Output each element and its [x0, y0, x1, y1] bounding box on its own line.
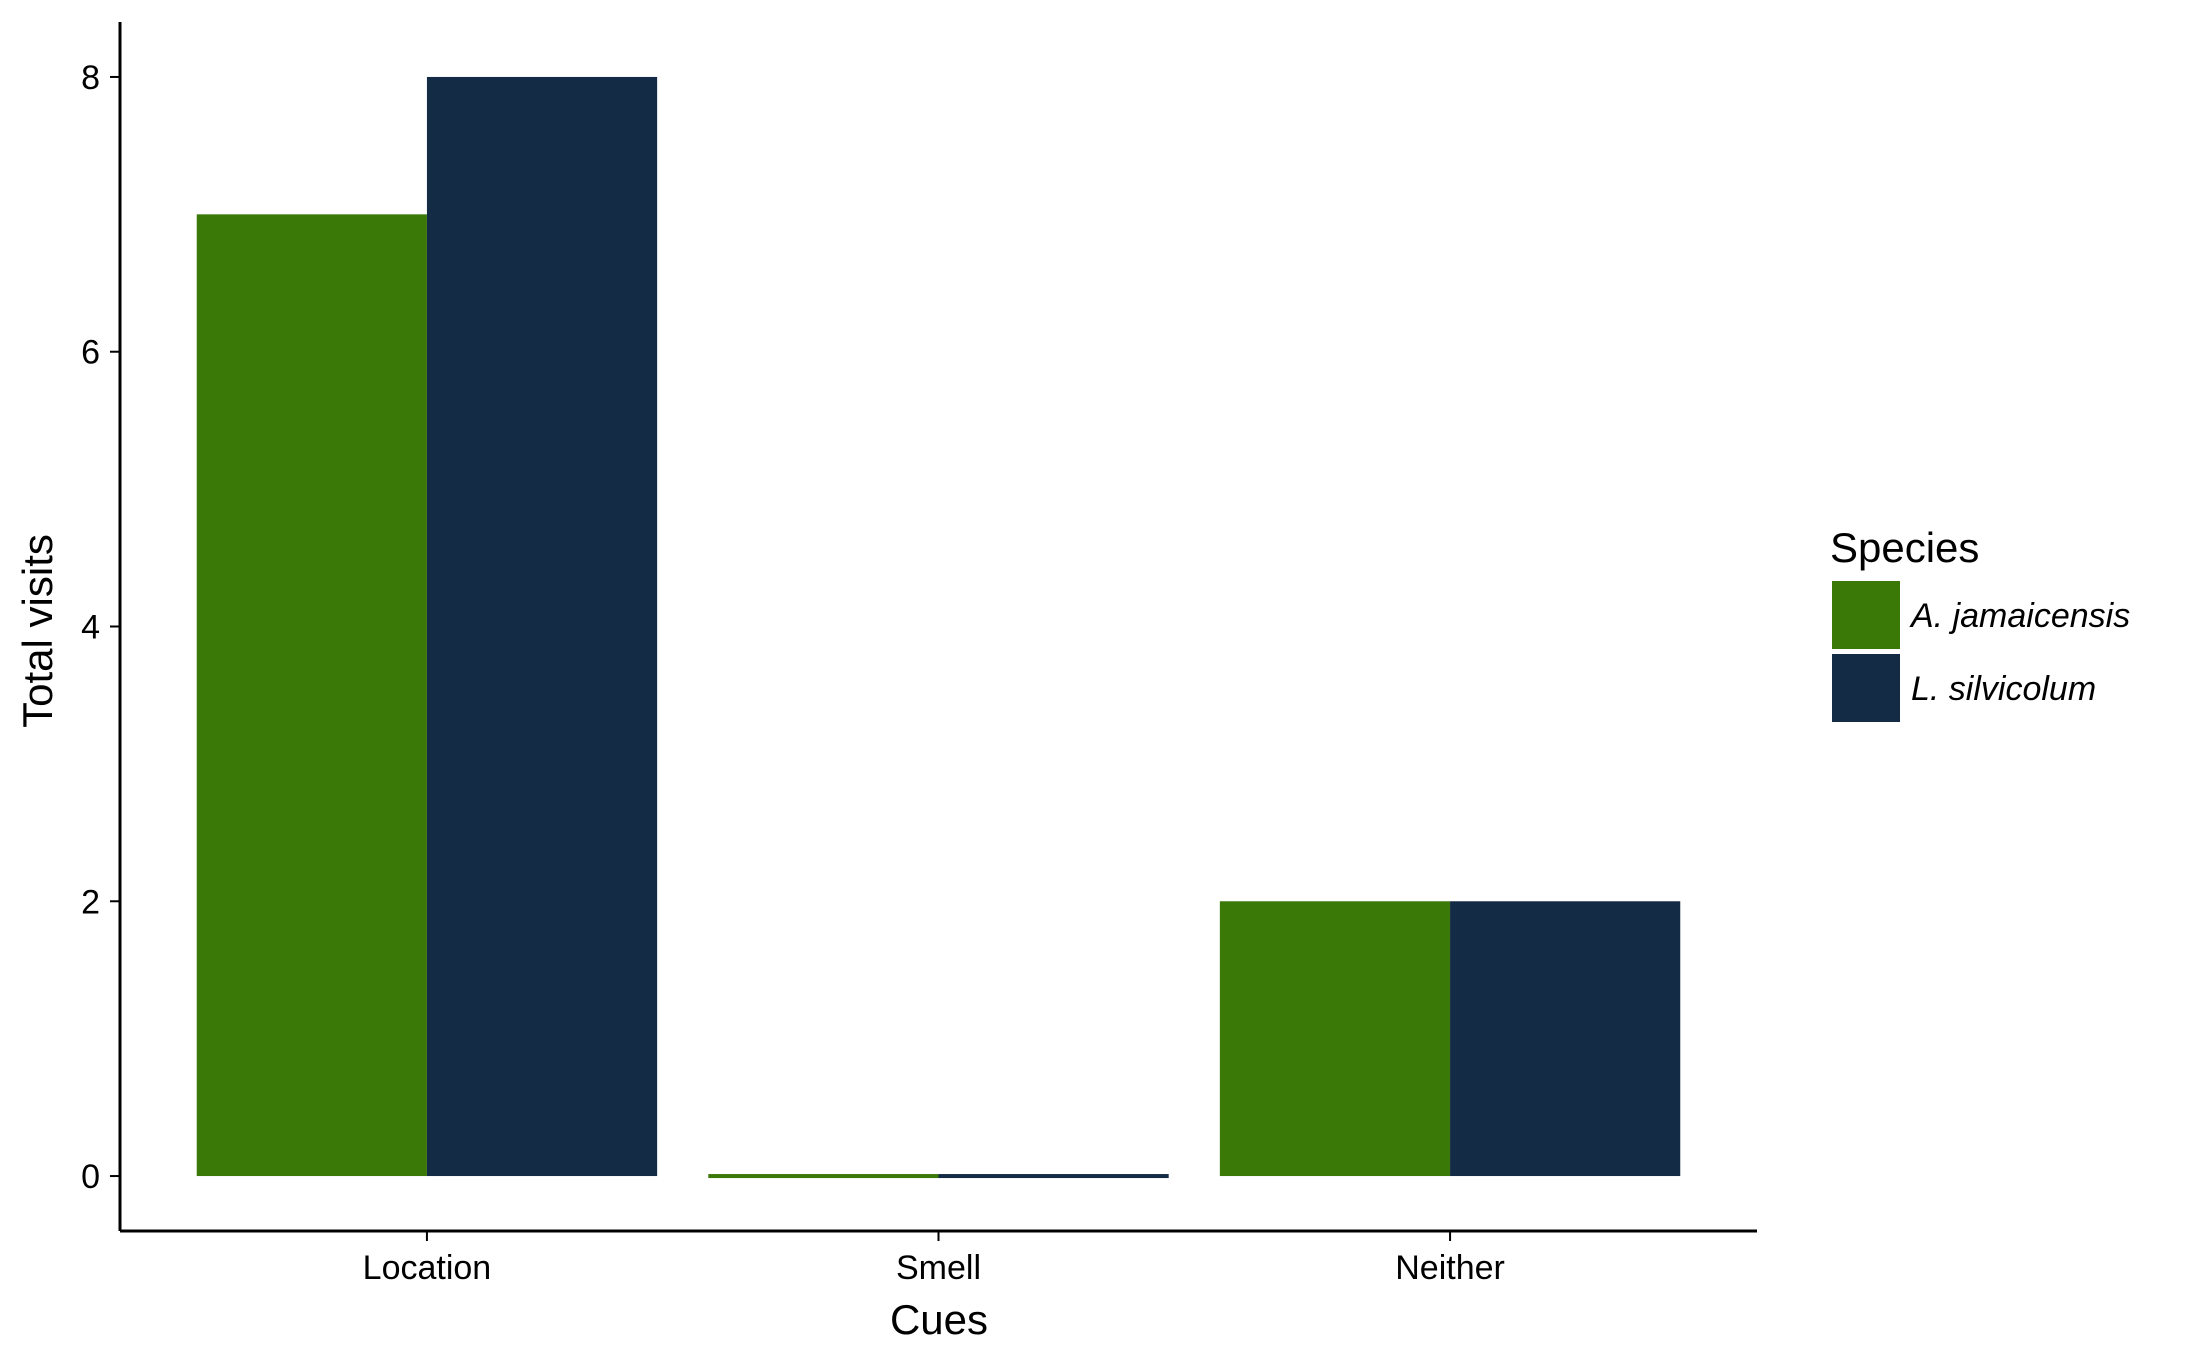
y-tick-label-4: 4 [81, 609, 100, 647]
bar-smell-1 [708, 1174, 939, 1179]
x-tick-label-smell: Smell [896, 1249, 981, 1287]
legend-items: A. jamaicensis L. silvicolum [1832, 581, 2130, 722]
bars [196, 76, 1681, 1179]
y-axis: 0 2 4 6 8 [81, 22, 122, 1231]
x-axis: Location Smell Neither [120, 1229, 1757, 1287]
legend-title: Species [1830, 524, 1979, 571]
bar-smell-2 [938, 1174, 1169, 1179]
x-tick-label-neither: Neither [1395, 1249, 1505, 1287]
bar-neither-2 [1450, 901, 1681, 1177]
legend-label-1: A. jamaicensis [1909, 597, 2130, 635]
y-tick-label-8: 8 [81, 59, 100, 97]
bar-location-1 [196, 214, 427, 1177]
x-axis-title: Cues [890, 1296, 988, 1343]
legend-key-1 [1832, 581, 1900, 649]
bar-neither-1 [1219, 901, 1451, 1177]
legend-label-2: L. silvicolum [1911, 670, 2096, 708]
y-tick-label-0: 0 [81, 1158, 100, 1196]
x-tick-label-location: Location [363, 1249, 492, 1287]
bar-location-2 [426, 76, 658, 1177]
legend: Species A. jamaicensis L. silvicolum [1830, 524, 2130, 722]
y-tick-label-6: 6 [81, 334, 100, 372]
y-axis-title: Total visits [14, 534, 61, 728]
y-tick-label-2: 2 [81, 883, 100, 921]
legend-key-2 [1832, 654, 1900, 722]
